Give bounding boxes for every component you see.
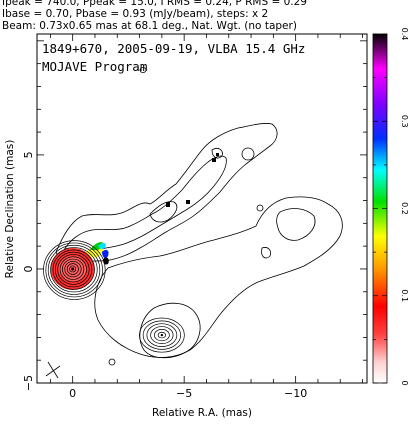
header-base-line: Ibase = 0.70, Pbase = 0.93 (mJy/beam), s…: [2, 8, 269, 20]
y-tick-label: 0: [22, 265, 35, 272]
jet-ridge-contour: [149, 201, 178, 223]
core-contour: [52, 249, 95, 290]
plot-area: [43, 67, 343, 366]
colorbar-ticks: 0 0.1 0.2 0.3 0.4: [373, 28, 409, 386]
component-contour: [154, 329, 170, 342]
component-peak: [160, 333, 164, 337]
component-contour: [139, 317, 185, 353]
isolated-contour: [108, 358, 116, 366]
polarization-patches: [84, 153, 219, 265]
southwest-inner-contour: [276, 208, 316, 241]
plot-title-line2: MOJAVE Program: [42, 59, 147, 74]
core-contour: [66, 263, 79, 275]
isolated-contour: [241, 147, 255, 161]
component-contour: [157, 331, 166, 339]
y-tick-label: 5: [22, 151, 35, 158]
southwest-diffuse-contour: [94, 196, 343, 358]
x-tick-label: −10: [284, 387, 307, 400]
component-contour: [150, 326, 174, 344]
core-contour: [64, 260, 82, 278]
core-contour: [50, 247, 98, 293]
beam-marker: [45, 361, 61, 379]
x-axis-label: Relative R.A. (mas): [152, 407, 252, 419]
southwest-knot-contour: [261, 247, 271, 259]
axes: 0 −5 −10 −5 0 5: [22, 34, 367, 400]
colorbar-tick-label: 0: [400, 380, 409, 385]
core-contour: [62, 258, 85, 280]
north-knot-contour: [211, 148, 223, 159]
colorbar-tick-label: 0.3: [400, 115, 409, 128]
header-peak-line: Ipeak = 740.0, Ppeak = 15.0, I RMS = 0.2…: [2, 0, 307, 8]
core-contour: [45, 242, 103, 298]
plot-frame: [36, 33, 368, 384]
component-contour: [142, 320, 181, 350]
component-contour: [146, 323, 178, 347]
header-beam-line: Beam: 0.73x0.65 mas at 68.1 deg., Nat. W…: [2, 20, 297, 32]
core-contour: [59, 256, 87, 283]
core-component: [43, 240, 106, 300]
colorbar-tick-label: 0.4: [400, 28, 409, 41]
jet-inner-contour: [63, 155, 227, 256]
isolated-contour: [139, 67, 147, 73]
core-contour: [57, 254, 90, 285]
south-component-ring-outer: [139, 302, 201, 359]
x-tick-label: −5: [176, 387, 192, 400]
plot-title-line1: 1849+670, 2005-09-19, VLBA 15.4 GHz: [42, 41, 305, 56]
x-tick-label: 0: [69, 387, 76, 400]
core-contour: [69, 265, 77, 273]
core-contour: [43, 240, 106, 300]
core-contour: [54, 251, 93, 288]
y-axis-label: Relative Declination (mas): [4, 140, 16, 279]
core-contour: [47, 244, 101, 295]
y-tick-label: −5: [22, 375, 35, 391]
colorbar-tick-label: 0.2: [400, 202, 409, 215]
jet-outer-contour: [55, 123, 278, 264]
colorbar-tick-label: 0.1: [400, 289, 409, 302]
isolated-contour: [256, 204, 264, 212]
south-component: [139, 317, 185, 353]
core-peak: [71, 267, 75, 271]
